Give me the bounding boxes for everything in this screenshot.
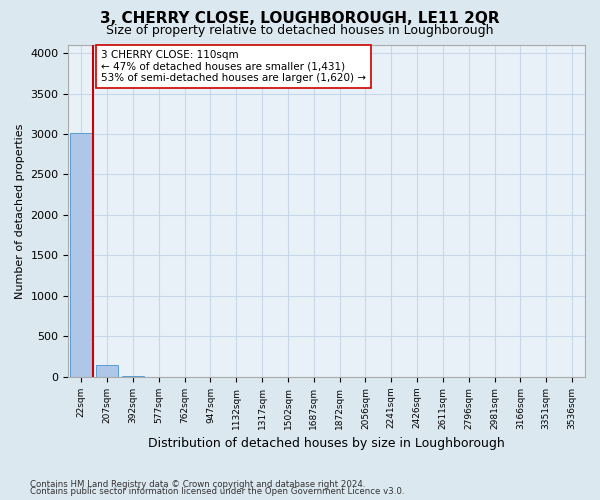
Bar — [70, 133, 92, 377]
Text: 3 CHERRY CLOSE: 110sqm
← 47% of detached houses are smaller (1,431)
53% of semi-: 3 CHERRY CLOSE: 110sqm ← 47% of detached… — [101, 50, 366, 83]
Y-axis label: Number of detached properties: Number of detached properties — [15, 123, 25, 298]
Bar — [96, 364, 118, 377]
Text: Size of property relative to detached houses in Loughborough: Size of property relative to detached ho… — [106, 24, 494, 37]
Text: Contains public sector information licensed under the Open Government Licence v3: Contains public sector information licen… — [30, 488, 404, 496]
X-axis label: Distribution of detached houses by size in Loughborough: Distribution of detached houses by size … — [148, 437, 505, 450]
Text: 3, CHERRY CLOSE, LOUGHBOROUGH, LE11 2QR: 3, CHERRY CLOSE, LOUGHBOROUGH, LE11 2QR — [100, 11, 500, 26]
Text: Contains HM Land Registry data © Crown copyright and database right 2024.: Contains HM Land Registry data © Crown c… — [30, 480, 365, 489]
